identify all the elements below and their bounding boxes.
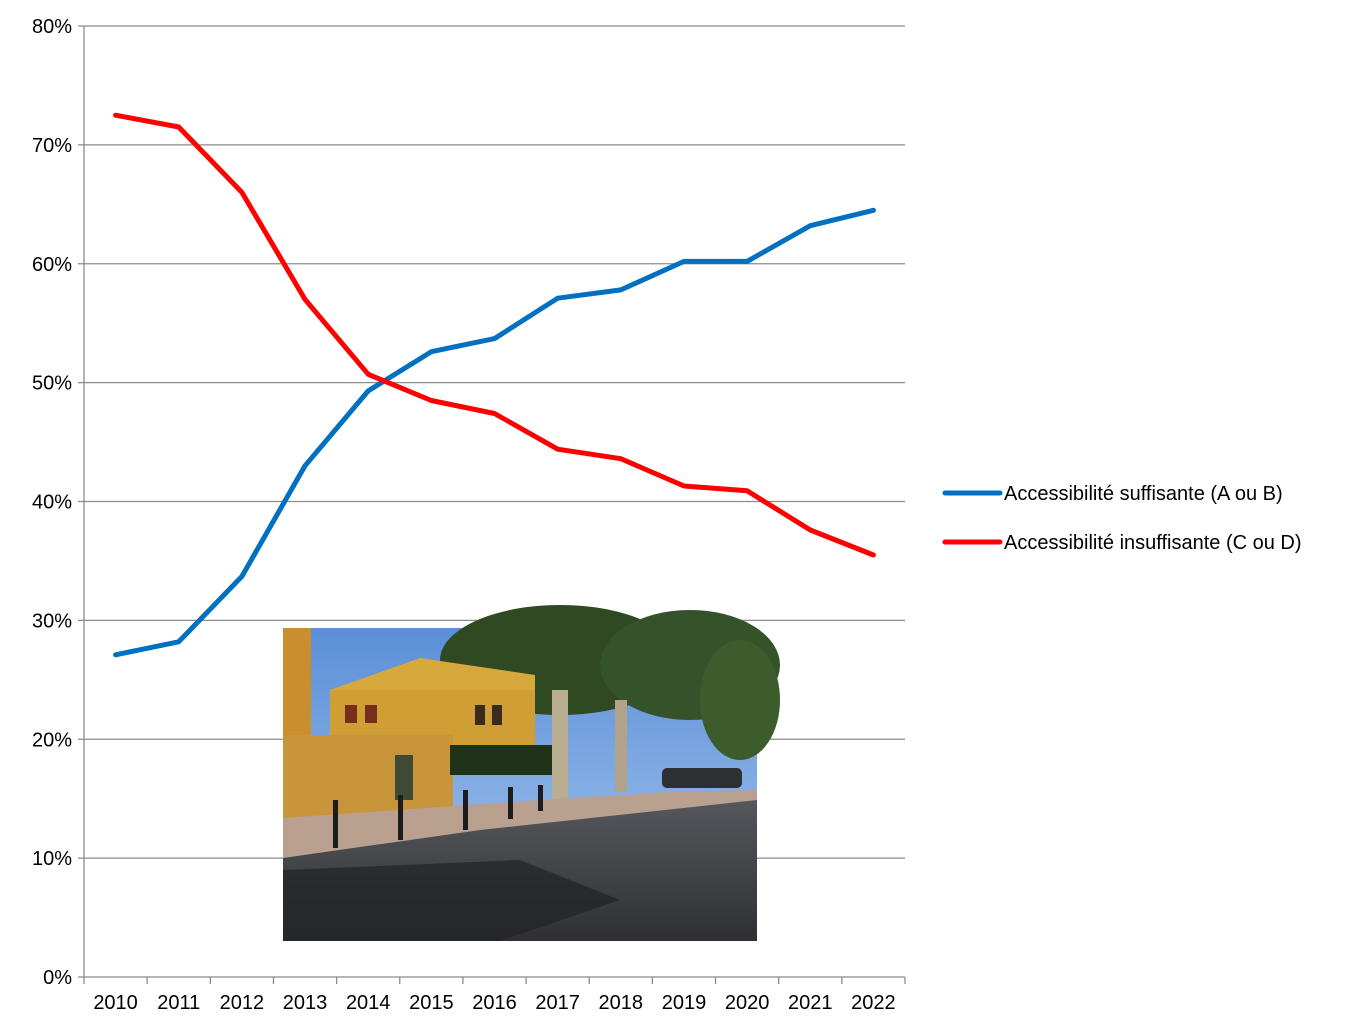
x-tick-label: 2010 xyxy=(93,992,138,1014)
legend: Accessibilité suffisante (A ou B) Access… xyxy=(942,483,1302,554)
y-tick-label: 10% xyxy=(32,848,72,870)
x-tick-label: 2015 xyxy=(409,992,454,1014)
series-line-1 xyxy=(113,112,876,558)
y-tick-label: 60% xyxy=(32,254,72,276)
x-tick-label: 2021 xyxy=(788,992,833,1014)
x-tick-label: 2017 xyxy=(535,992,580,1014)
y-tick-label: 0% xyxy=(43,967,72,989)
x-tick-label: 2020 xyxy=(725,992,770,1014)
inset-photo xyxy=(283,605,780,941)
y-tick-label: 70% xyxy=(32,135,72,157)
y-tick-label: 30% xyxy=(32,610,72,632)
x-tick-label: 2013 xyxy=(283,992,328,1014)
x-tick-label: 2011 xyxy=(157,992,200,1014)
x-tick-label: 2022 xyxy=(851,992,896,1014)
axes xyxy=(78,25,906,984)
legend-label-suffisante: Accessibilité suffisante (A ou B) xyxy=(1004,483,1283,505)
series-lines xyxy=(113,112,876,658)
y-tick-label: 80% xyxy=(32,16,72,38)
x-axis-tick-labels: 2010 2011 2012 2013 2014 2015 2016 2017 2018 2019… xyxy=(93,992,895,1014)
legend-item-suffisante: Accessibilité suffisante (A ou B) xyxy=(942,483,1283,505)
x-tick-label: 2014 xyxy=(346,992,391,1014)
x-tick-label: 2018 xyxy=(599,992,644,1014)
y-tick-label: 20% xyxy=(32,729,72,751)
legend-item-insuffisante: Accessibilité insuffisante (C ou D) xyxy=(942,532,1302,554)
y-tick-label: 50% xyxy=(32,373,72,395)
y-axis-tick-labels: 0% 10% 20% 30% 40% 50% 60% 70% 80% xyxy=(32,16,72,989)
x-tick-label: 2019 xyxy=(662,992,707,1014)
x-tick-label: 2016 xyxy=(472,992,517,1014)
legend-label-insuffisante: Accessibilité insuffisante (C ou D) xyxy=(1004,532,1302,554)
y-tick-label: 40% xyxy=(32,492,72,514)
x-tick-label: 2012 xyxy=(220,992,265,1014)
series-line-0 xyxy=(113,207,876,658)
